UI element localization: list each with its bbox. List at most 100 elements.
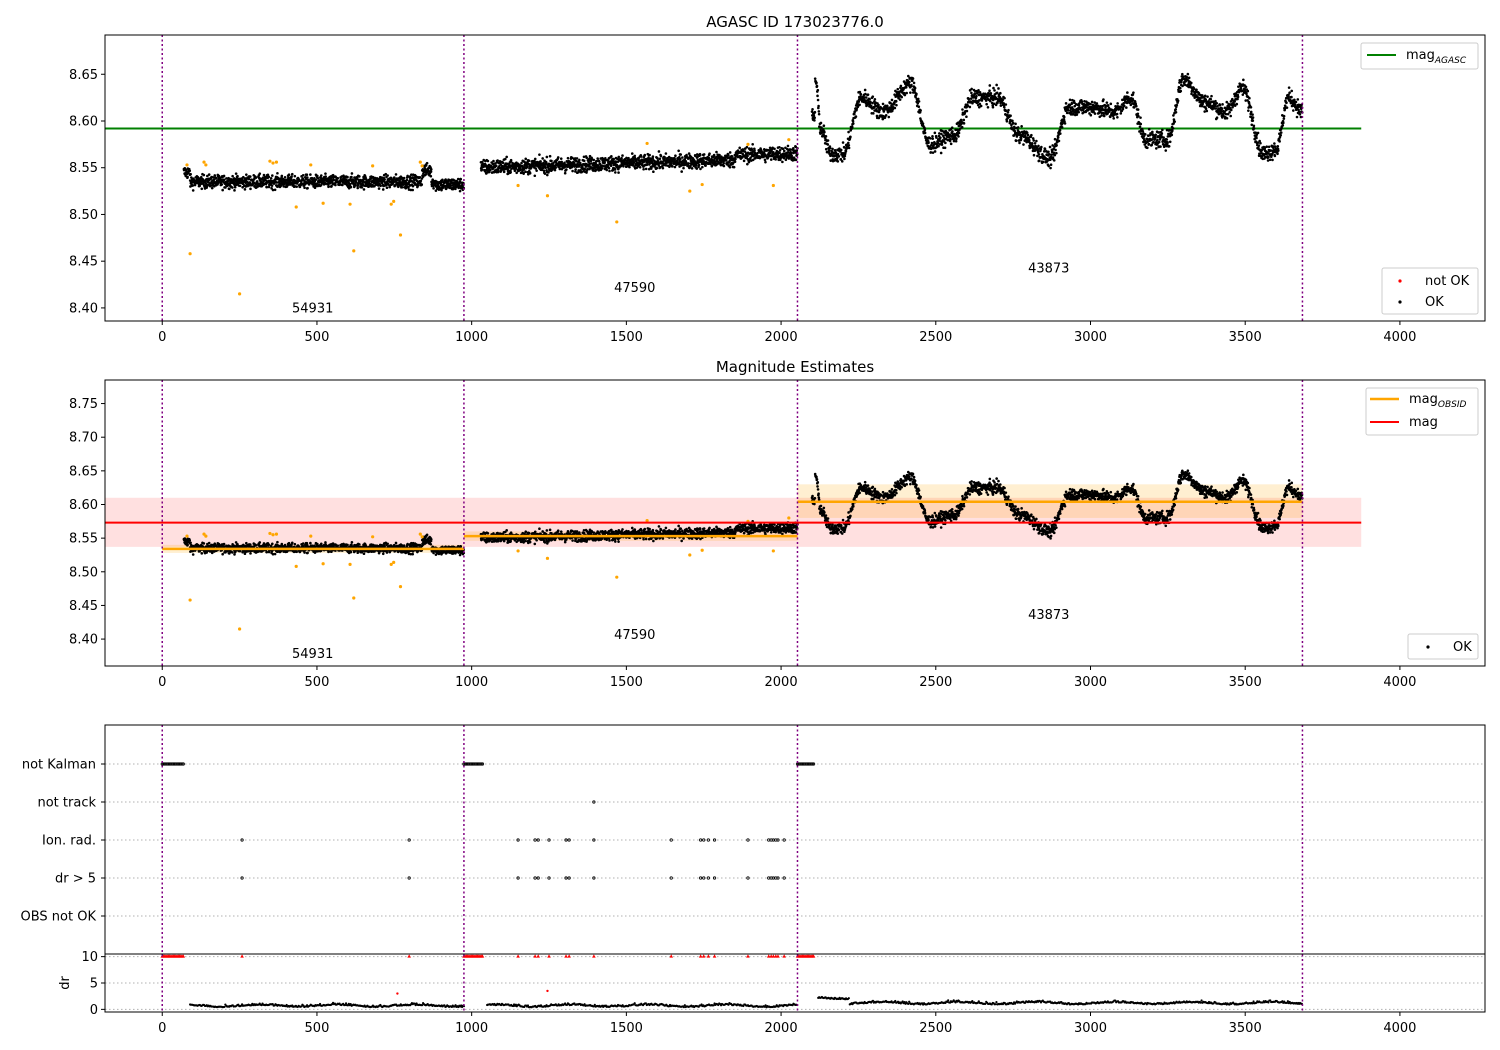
ok-point bbox=[1090, 100, 1094, 104]
ok-point bbox=[520, 161, 523, 165]
ok-point bbox=[222, 178, 226, 182]
ok-point bbox=[1058, 129, 1062, 132]
ok-point bbox=[612, 157, 615, 161]
ok-point bbox=[293, 174, 297, 178]
ok-point bbox=[794, 158, 798, 162]
ok-point bbox=[1063, 122, 1067, 125]
ok-point bbox=[354, 183, 357, 186]
ok-point bbox=[612, 159, 615, 163]
ok-point bbox=[233, 553, 236, 556]
ok-point bbox=[1043, 147, 1047, 151]
x-tick-label: 1500 bbox=[610, 675, 643, 690]
ok-point bbox=[850, 126, 854, 129]
ok-point bbox=[617, 155, 621, 159]
ok-point bbox=[973, 92, 977, 96]
ok-point bbox=[295, 185, 298, 188]
ok-point bbox=[694, 154, 697, 158]
ok-point bbox=[1132, 91, 1135, 94]
ok-point bbox=[816, 94, 819, 98]
ok-point bbox=[1220, 107, 1224, 110]
ok-point bbox=[813, 77, 817, 80]
agasc-magnitude-panel: AGASC ID 173023776.0 8.408.458.508.558.6… bbox=[69, 13, 1486, 345]
ok-point bbox=[943, 146, 947, 150]
ok-point bbox=[991, 105, 995, 109]
ok-point bbox=[999, 91, 1002, 95]
ok-point bbox=[1168, 140, 1172, 144]
ok-point bbox=[1033, 141, 1037, 145]
ok-point bbox=[1239, 86, 1243, 90]
ok-point bbox=[911, 77, 915, 80]
ok-point bbox=[1032, 153, 1036, 157]
ok-point bbox=[1157, 140, 1161, 144]
ok-point bbox=[1085, 105, 1089, 109]
ok-point bbox=[1047, 150, 1050, 154]
ok-point bbox=[1161, 128, 1164, 132]
ok-point bbox=[678, 155, 681, 159]
ok-point bbox=[847, 130, 850, 134]
ok-point bbox=[405, 178, 409, 182]
ok-point bbox=[486, 159, 490, 163]
ok-point bbox=[492, 159, 495, 163]
ok-point bbox=[407, 185, 410, 189]
ok-point bbox=[1037, 144, 1040, 148]
ok-point bbox=[1282, 117, 1286, 120]
ok-point bbox=[1136, 108, 1140, 111]
ok-point bbox=[1058, 132, 1062, 135]
ok-point bbox=[1172, 114, 1175, 117]
ok-point bbox=[1009, 114, 1012, 117]
ok-point bbox=[962, 118, 966, 122]
ok-point bbox=[1204, 107, 1208, 111]
obsid-label: 43873 bbox=[1028, 261, 1069, 276]
ok-point bbox=[951, 130, 954, 133]
ok-point bbox=[820, 126, 823, 129]
x-tick-label: 1500 bbox=[610, 330, 643, 345]
plot-area: 8.408.458.508.558.608.650 500 1000 1500 2000… bbox=[69, 35, 1416, 345]
ok-point bbox=[323, 182, 327, 186]
ok-point bbox=[715, 150, 718, 154]
ok-point bbox=[909, 91, 912, 94]
ok-point bbox=[1214, 107, 1218, 110]
panel-title: AGASC ID 173023776.0 bbox=[706, 13, 884, 31]
ok-point bbox=[1126, 91, 1129, 94]
ok-point bbox=[1109, 102, 1113, 106]
ok-point bbox=[649, 157, 652, 160]
ok-point bbox=[1296, 98, 1300, 101]
ok-point bbox=[209, 184, 212, 188]
ok-point bbox=[884, 113, 888, 117]
ok-point bbox=[1125, 106, 1128, 109]
ok-point bbox=[652, 170, 655, 174]
ok-point bbox=[267, 543, 271, 546]
ok-point bbox=[939, 136, 942, 139]
ok-point bbox=[826, 139, 830, 142]
ok-point bbox=[868, 97, 871, 101]
ok-point bbox=[200, 552, 204, 555]
ok-point bbox=[695, 163, 698, 167]
ok-point bbox=[1181, 72, 1184, 76]
ok-point bbox=[1249, 105, 1253, 109]
ok-point bbox=[1290, 95, 1293, 99]
ok-point bbox=[834, 151, 838, 154]
ok-point bbox=[644, 167, 648, 171]
ok-point bbox=[188, 169, 192, 173]
ok-point bbox=[267, 185, 271, 189]
ok-point bbox=[843, 154, 847, 158]
ok-point bbox=[1143, 133, 1147, 136]
ok-point bbox=[1048, 145, 1052, 149]
ok-point bbox=[1251, 119, 1255, 122]
ok-point bbox=[1205, 109, 1209, 113]
ok-point bbox=[379, 184, 382, 188]
ok-point bbox=[383, 178, 386, 181]
ok-point bbox=[1215, 101, 1219, 105]
ok-point bbox=[1166, 141, 1169, 144]
ok-point bbox=[630, 152, 634, 155]
ok-point bbox=[1228, 110, 1231, 114]
ok-point bbox=[611, 168, 615, 172]
ok-point bbox=[613, 168, 617, 171]
ok-point bbox=[893, 102, 896, 105]
ok-point bbox=[549, 165, 553, 169]
ok-point bbox=[600, 167, 604, 170]
ok-point bbox=[1276, 144, 1280, 148]
ok-point bbox=[795, 149, 799, 152]
ok-point bbox=[213, 174, 217, 177]
ok-point bbox=[753, 149, 756, 152]
